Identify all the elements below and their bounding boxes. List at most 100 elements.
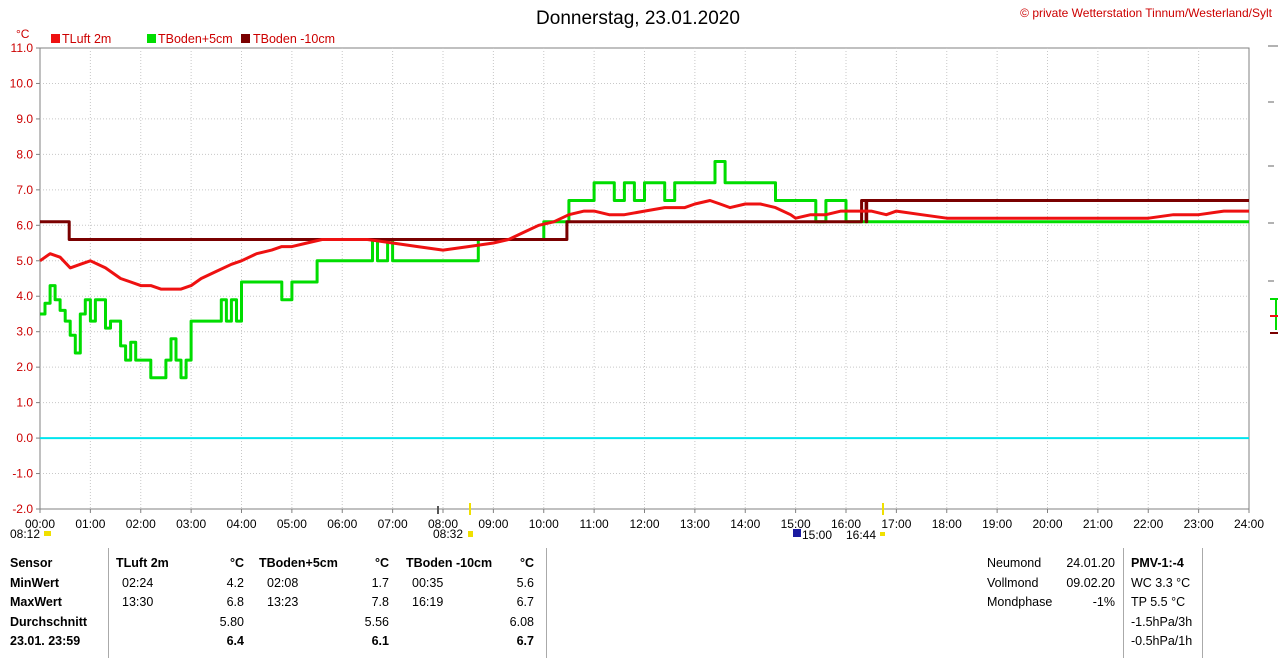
group-header: TBoden -10cm: [406, 556, 493, 570]
y-tick-label: 0.0: [16, 431, 33, 445]
dew-point: TP 5.5 °C: [1131, 595, 1186, 609]
last-value: 6.7: [516, 634, 534, 648]
vollmond-date: 09.02.20: [1066, 575, 1115, 590]
pressure-trend-3h: -1.5hPa/3h: [1131, 614, 1193, 629]
legend-label-tluft: TLuft 2m: [62, 32, 111, 46]
neumond-label: Neumond: [987, 556, 1042, 570]
x-tick-label: 07:00: [378, 517, 408, 531]
group-header: TLuft 2m: [116, 556, 169, 570]
group-unit: °C: [519, 556, 534, 570]
legend-swatch-tboden5: [147, 34, 156, 43]
y-unit-label: °C: [16, 27, 30, 41]
sun-icon: [468, 531, 473, 537]
legend-swatch-tluft: [51, 34, 60, 43]
x-tick-label: 21:00: [1083, 517, 1113, 531]
y-tick-label: -2.0: [12, 502, 33, 516]
x-tick-label: 05:00: [277, 517, 307, 531]
temperature-chart: Donnerstag, 23.01.2020 © private Wetters…: [10, 6, 1278, 542]
x-tick-label: 22:00: [1133, 517, 1163, 531]
x-tick-label: 12:00: [629, 517, 659, 531]
x-tick-label: 09:00: [478, 517, 508, 531]
legend-label-tboden5: TBoden+5cm: [158, 32, 233, 46]
x-tick-label: 04:00: [226, 517, 256, 531]
legend-swatch-tboden10: [241, 34, 250, 43]
y-tick-label: 6.0: [16, 218, 33, 232]
x-tick-label: 00:00: [25, 517, 55, 531]
row-label-max: MaxWert: [10, 595, 62, 609]
series-line-tboden10: [40, 199, 1249, 241]
sensor-column: Sensor MinWert MaxWert Durchschnitt 23.0…: [10, 554, 87, 652]
chart-title: Donnerstag, 23.01.2020: [536, 8, 740, 29]
x-tick-label: 18:00: [932, 517, 962, 531]
min-time: 00:35: [412, 575, 444, 590]
x-tick-label: 14:00: [730, 517, 760, 531]
min-value: 1.7: [371, 575, 389, 590]
mondphase-label: Mondphase: [987, 595, 1053, 609]
neumond-date: 24.01.20: [1066, 556, 1115, 570]
pmv-info: PMV-1:-4 WC 3.3 °C TP 5.5 °C -1.5hPa/3h …: [1131, 554, 1192, 652]
x-tick-label: 13:00: [680, 517, 710, 531]
series-lines: [39, 160, 1249, 440]
y-tick-label: 9.0: [16, 112, 33, 126]
avg-value: 5.56: [364, 614, 389, 629]
row-label-min: MinWert: [10, 575, 60, 590]
x-tick-label: 03:00: [176, 517, 206, 531]
x-tick-label: 19:00: [982, 517, 1012, 531]
sunrise-icon: [44, 531, 51, 536]
group-unit: °C: [374, 556, 389, 570]
info-panel: Sensor MinWert MaxWert Durchschnitt 23.0…: [0, 545, 1280, 662]
min-value: 5.6: [516, 575, 534, 590]
max-value: 7.8: [371, 595, 389, 609]
x-tick-label: 11:00: [580, 517, 609, 531]
moon-icon: [793, 529, 801, 537]
y-tick-label: 2.0: [16, 360, 33, 374]
x-axis: 00:00 01:00 02:00 03:00 04:00 05:00 06:00 07:00…: [25, 509, 1264, 531]
x-tick-label: 20:00: [1032, 517, 1062, 531]
x-tick-label: 16:00: [831, 517, 861, 531]
y-tick-label: 3.0: [16, 325, 33, 339]
pmv-header: PMV-1:-4: [1131, 556, 1184, 570]
sensor-header: Sensor: [10, 556, 53, 570]
x-tick-label: 02:00: [126, 517, 156, 531]
y-tick-label: 1.0: [16, 396, 33, 410]
sunset-icon: [880, 532, 885, 536]
y-tick-label: 4.0: [16, 289, 33, 303]
x-tick-label: 01:00: [75, 517, 105, 531]
legend-label-tboden10: TBoden -10cm: [253, 32, 335, 46]
wind-chill: WC 3.3 °C: [1131, 575, 1191, 590]
legend: TLuft 2m TBoden+5cm TBoden -10cm: [51, 32, 335, 46]
min-time: 02:08: [267, 575, 299, 590]
x-tick-label: 08:00: [428, 517, 458, 531]
sunset-time-a: 15:00: [802, 528, 832, 542]
x-tick-label: 10:00: [529, 517, 559, 531]
max-time: 13:30: [122, 595, 154, 609]
y-axis: 11.0 10.0 9.0 8.0 7.0 6.0 5.0 4.0 3.0 2.0 1.0 0.0 -1…: [10, 41, 40, 516]
x-tick-label: 23:00: [1184, 517, 1214, 531]
y-tick-label: 5.0: [16, 254, 33, 268]
y-tick-label: 11.0: [11, 41, 34, 55]
row-label-avg: Durchschnitt: [10, 614, 88, 629]
panel-border-right: [1123, 548, 1203, 658]
avg-value: 5.80: [219, 614, 244, 629]
mondphase-value: -1%: [1092, 595, 1115, 609]
sunset-time-b: 16:44: [846, 528, 876, 542]
current-value-indicator: [1268, 45, 1278, 334]
solar-noon-time: 08:32: [433, 527, 463, 541]
y-tick-label: 7.0: [16, 183, 33, 197]
group-header: TBoden+5cm: [259, 556, 338, 570]
sunrise-time: 08:12: [10, 527, 40, 541]
x-tick-label: 06:00: [327, 517, 357, 531]
x-tick-label: 15:00: [781, 517, 811, 531]
x-tick-label: 24:00: [1234, 517, 1264, 531]
vollmond-label: Vollmond: [987, 575, 1039, 590]
max-value: 6.7: [516, 595, 534, 609]
min-time: 02:24: [122, 575, 154, 590]
max-time: 13:23: [267, 595, 299, 609]
avg-value: 6.08: [509, 614, 534, 629]
max-value: 6.8: [226, 595, 244, 609]
last-value: 6.1: [371, 634, 389, 648]
x-tick-label: 17:00: [881, 517, 911, 531]
last-value: 6.4: [226, 634, 244, 648]
series-line-tboden5: [40, 160, 1249, 380]
y-tick-label: 10.0: [10, 76, 34, 90]
